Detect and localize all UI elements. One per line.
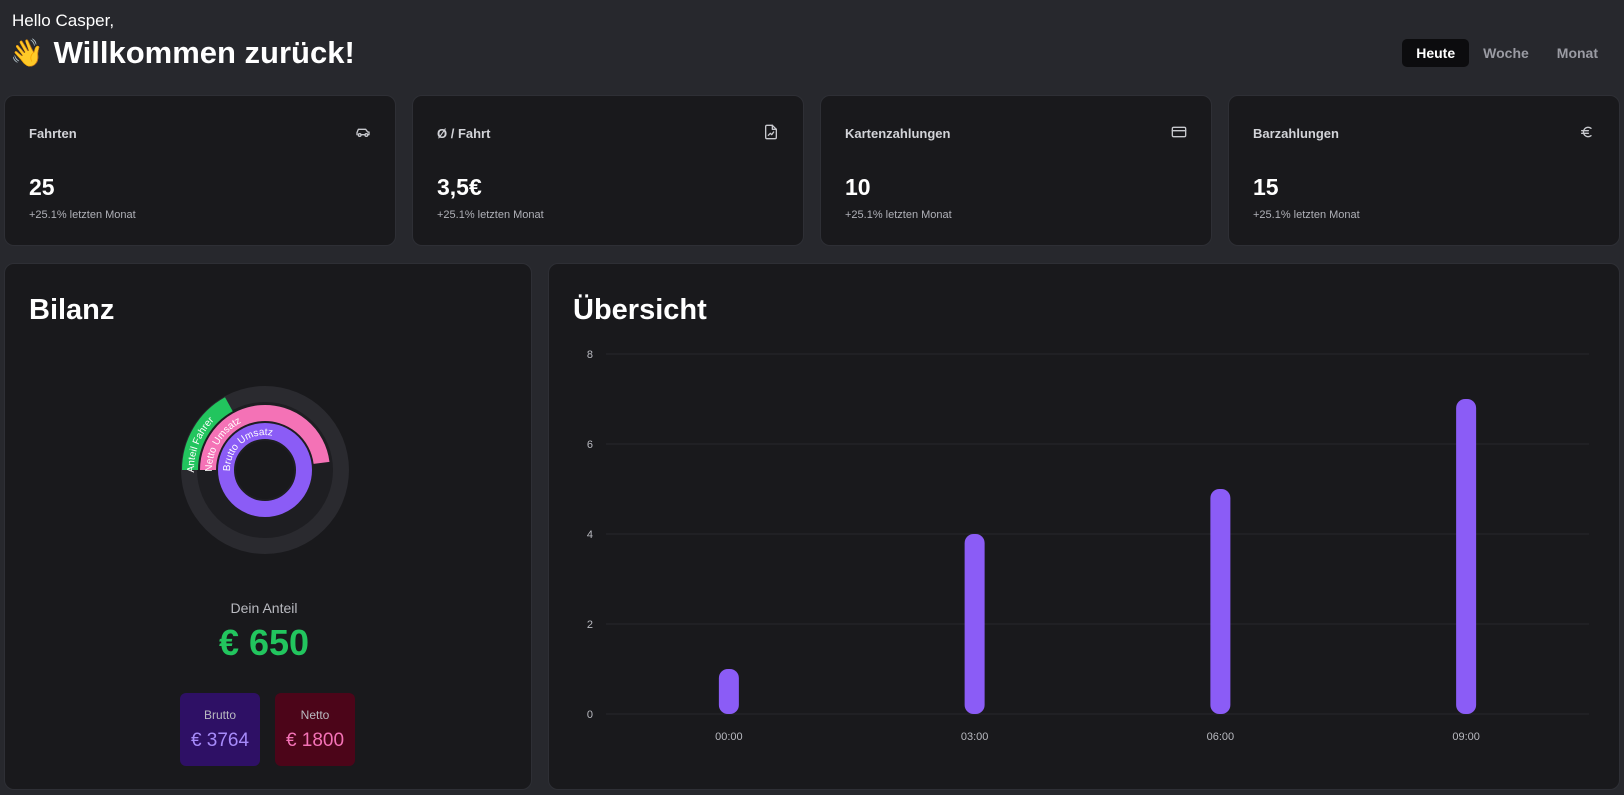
stat-card-kartenzahlungen: Kartenzahlungen 10 +25.1% letzten Monat: [820, 95, 1212, 246]
x-tick-label: 03:00: [961, 731, 989, 743]
ring-brutto-umsatz: [218, 423, 312, 517]
car-icon: [355, 124, 371, 140]
stat-change: +25.1% letzten Monat: [1253, 209, 1360, 221]
period-tabs: Heute Woche Monat: [1402, 39, 1612, 67]
stat-card-fahrten: Fahrten 25 +25.1% letzten Monat: [4, 95, 396, 246]
stat-value: 10: [845, 174, 871, 200]
y-tick-label: 4: [587, 529, 593, 541]
bar-00:00[interactable]: [718, 669, 739, 714]
ring-anteil-fahrer: [182, 397, 233, 471]
uebersicht-title: Übersicht: [573, 294, 707, 326]
stat-label: Kartenzahlungen: [845, 126, 951, 141]
brutto-label: Brutto: [203, 708, 236, 722]
y-tick-label: 8: [587, 349, 593, 361]
bilanz-title: Bilanz: [29, 294, 115, 326]
brutto-box: Brutto € 3764: [180, 693, 260, 766]
x-tick-label: 06:00: [1207, 731, 1235, 743]
y-tick-label: 0: [587, 709, 593, 721]
tab-heute[interactable]: Heute: [1402, 39, 1470, 67]
stat-label: Barzahlungen: [1253, 126, 1339, 141]
credit-card-icon: [1171, 124, 1187, 140]
welcome-heading: 👋 Willkommen zurück!: [10, 35, 355, 71]
stat-card-avg-fahrt: Ø / Fahrt 3,5€ +25.1% letzten Monat: [412, 95, 804, 246]
uebersicht-bar-chart: 0 2 4 6 8 00:00 03:00 06:00 09:00: [587, 349, 1589, 743]
share-value: € 650: [218, 622, 310, 663]
share-label: Dein Anteil: [230, 600, 298, 616]
waving-hand-icon: 👋: [10, 38, 44, 68]
netto-box: Netto € 1800: [275, 693, 355, 766]
netto-value: € 1800: [285, 730, 345, 751]
stat-value: 3,5€: [437, 174, 482, 200]
brutto-value: € 3764: [190, 730, 250, 751]
stat-change: +25.1% letzten Monat: [437, 209, 544, 221]
uebersicht-panel: Übersicht 0 2 4 6 8 00:00 03:00 06:00 09:00: [548, 263, 1620, 790]
tab-woche[interactable]: Woche: [1483, 45, 1529, 61]
stat-label: Ø / Fahrt: [437, 126, 491, 141]
x-tick-label: 09:00: [1452, 731, 1480, 743]
netto-label: Netto: [300, 708, 330, 722]
ring-netto-umsatz: [200, 405, 330, 471]
donut-hole: [236, 441, 294, 499]
tab-monat[interactable]: Monat: [1556, 45, 1598, 61]
bar-03:00[interactable]: [964, 534, 985, 714]
bar-06:00[interactable]: [1210, 489, 1231, 714]
y-tick-label: 2: [587, 619, 593, 631]
y-tick-label: 6: [587, 439, 593, 451]
file-chart-icon: [763, 124, 779, 140]
stat-value: 25: [29, 174, 55, 200]
stat-card-barzahlungen: Barzahlungen 15 +25.1% letzten Monat: [1228, 95, 1620, 246]
header: Hello Casper, 👋 Willkommen zurück! Heute…: [0, 0, 1624, 90]
stat-change: +25.1% letzten Monat: [29, 209, 136, 221]
stat-label: Fahrten: [29, 126, 77, 141]
euro-icon: [1579, 124, 1595, 140]
stat-change: +25.1% letzten Monat: [845, 209, 952, 221]
bar-09:00[interactable]: [1456, 399, 1477, 714]
greeting: Hello Casper,: [12, 11, 115, 30]
x-tick-label: 00:00: [715, 731, 743, 743]
welcome-text: Willkommen zurück!: [53, 35, 355, 70]
stat-value: 15: [1253, 174, 1279, 200]
